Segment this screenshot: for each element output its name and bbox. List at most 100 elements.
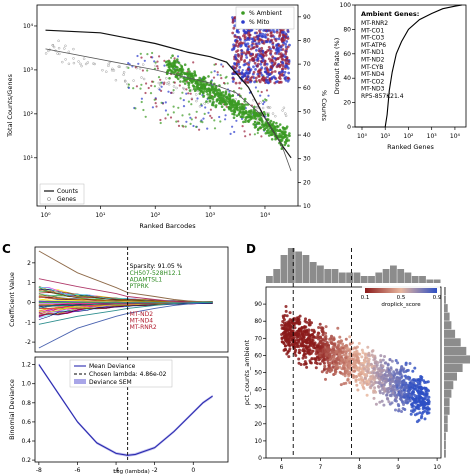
cell-point: [416, 390, 420, 393]
genes-point: [114, 78, 118, 82]
genes-point: [284, 112, 287, 115]
x-tick-label: -2: [152, 467, 158, 474]
mito-point: [234, 81, 238, 85]
genes-point: [111, 67, 114, 71]
cell-point: [297, 345, 301, 348]
mito-point: [261, 49, 265, 53]
mixed-point: [216, 73, 219, 76]
cell-point: [342, 363, 346, 367]
ambient-point: [245, 111, 248, 115]
ambient-point: [231, 105, 234, 109]
mixed-point: [185, 120, 188, 123]
y-tick-label: 40: [343, 75, 351, 82]
ambient-gene-label: MT-ATP6: [361, 42, 386, 49]
cell-point: [415, 400, 418, 404]
ambient-point: [177, 68, 180, 72]
genes-point: [110, 69, 114, 72]
cell-point: [372, 382, 376, 385]
mixed-point: [213, 70, 216, 73]
mixed-point: [262, 102, 265, 106]
cell-point: [302, 330, 306, 334]
cell-point: [387, 371, 391, 375]
y-tick-label: 0: [347, 124, 351, 131]
ambient-point: [205, 82, 208, 86]
mixed-point: [216, 71, 219, 74]
legend-label: % Ambient: [249, 10, 283, 17]
mixed-point: [163, 64, 166, 67]
ambient-point: [166, 60, 169, 63]
cell-point: [327, 368, 331, 372]
cell-point: [370, 384, 374, 388]
cell-point: [385, 396, 389, 400]
green-gene-label: ADAMTSL1: [130, 277, 163, 284]
mito-point: [237, 62, 240, 66]
cell-point: [290, 342, 294, 346]
cell-point: [327, 364, 331, 368]
cell-point: [387, 400, 391, 404]
ambient-point: [256, 128, 260, 132]
mixed-point: [240, 117, 244, 120]
mixed-point: [226, 82, 229, 85]
mito-point: [247, 31, 251, 34]
mito-point: [234, 56, 238, 59]
mixed-point: [164, 101, 167, 104]
cell-point: [423, 409, 427, 413]
genes-point: [268, 106, 272, 109]
mito-point: [270, 77, 273, 81]
mito-point: [253, 61, 257, 65]
ambient-point: [264, 132, 268, 135]
genes-point: [57, 39, 60, 42]
cell-point: [405, 369, 409, 373]
cell-point: [318, 362, 322, 366]
legend-label: Counts: [57, 188, 78, 195]
cell-point: [305, 365, 309, 369]
mixed-point: [164, 117, 167, 120]
mito-point: [271, 55, 274, 59]
cell-point: [344, 356, 348, 360]
cell-point: [399, 398, 403, 402]
mito-point: [267, 57, 271, 61]
mixed-point: [145, 82, 148, 85]
mixed-point: [184, 125, 187, 128]
mito-point: [269, 68, 273, 71]
cell-point: [293, 344, 297, 348]
red-gene-label: MT-ND4: [130, 318, 154, 325]
cell-point: [411, 378, 415, 382]
genes-point: [261, 106, 265, 110]
genes-point: [82, 57, 86, 60]
mito-point: [249, 47, 253, 51]
ambient-point: [275, 121, 278, 125]
cell-point: [375, 363, 379, 367]
cell-point: [345, 358, 349, 362]
ambient-point: [176, 58, 179, 61]
cell-point: [400, 383, 404, 387]
ambient-point: [261, 120, 264, 124]
mito-point: [234, 43, 238, 47]
genes-point: [67, 62, 71, 65]
marginal-y-bar: [444, 389, 452, 398]
cell-point: [321, 327, 325, 331]
cell-point: [413, 413, 417, 417]
mito-point: [231, 21, 235, 24]
cell-point: [416, 382, 420, 386]
ambient-point: [222, 97, 225, 101]
ambient-point: [283, 131, 286, 135]
cell-point: [411, 401, 415, 405]
genes-point: [72, 61, 76, 65]
cell-point: [419, 403, 422, 407]
coefficient-path: [38, 292, 213, 303]
ambient-point: [239, 111, 243, 114]
mito-point: [260, 66, 264, 70]
cell-point: [297, 335, 301, 339]
ambient-point: [216, 94, 220, 98]
mito-point: [285, 40, 289, 43]
ambient-point: [240, 104, 244, 107]
y-tick-label: 50: [254, 370, 262, 377]
cell-point: [282, 321, 286, 325]
mixed-point: [195, 110, 198, 113]
mixed-point: [162, 83, 165, 86]
cell-point: [297, 319, 301, 322]
mixed-point: [159, 118, 162, 122]
mixed-point: [185, 88, 188, 91]
mito-point: [259, 38, 262, 41]
